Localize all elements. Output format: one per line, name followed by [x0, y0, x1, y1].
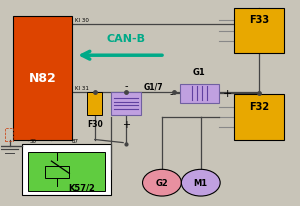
Text: 30: 30 — [30, 138, 37, 143]
Text: N82: N82 — [28, 72, 56, 85]
Text: G2: G2 — [156, 178, 168, 187]
Text: KI 30: KI 30 — [75, 18, 89, 23]
Text: G1: G1 — [193, 67, 206, 76]
Text: 87: 87 — [72, 138, 79, 143]
Bar — [28, 152, 105, 191]
Circle shape — [142, 170, 182, 196]
Bar — [234, 9, 284, 54]
Text: +: + — [122, 119, 130, 129]
Text: CAN-B: CAN-B — [106, 34, 146, 44]
Bar — [22, 144, 111, 195]
Text: F33: F33 — [249, 15, 269, 25]
Text: G1/7: G1/7 — [144, 82, 164, 91]
Bar — [46, 166, 69, 178]
Bar — [234, 95, 284, 140]
Bar — [13, 17, 72, 140]
Text: F32: F32 — [249, 101, 269, 111]
Text: -: - — [170, 89, 174, 99]
Text: F30: F30 — [87, 119, 103, 128]
Text: M1: M1 — [194, 178, 208, 187]
Bar — [87, 93, 102, 115]
Circle shape — [182, 170, 220, 196]
Bar — [180, 85, 219, 103]
Text: -: - — [124, 81, 128, 91]
Bar — [111, 93, 141, 115]
Text: +: + — [223, 89, 232, 99]
Text: KI 31: KI 31 — [75, 86, 89, 91]
Bar — [5, 129, 13, 141]
Text: K57/2: K57/2 — [68, 183, 95, 192]
